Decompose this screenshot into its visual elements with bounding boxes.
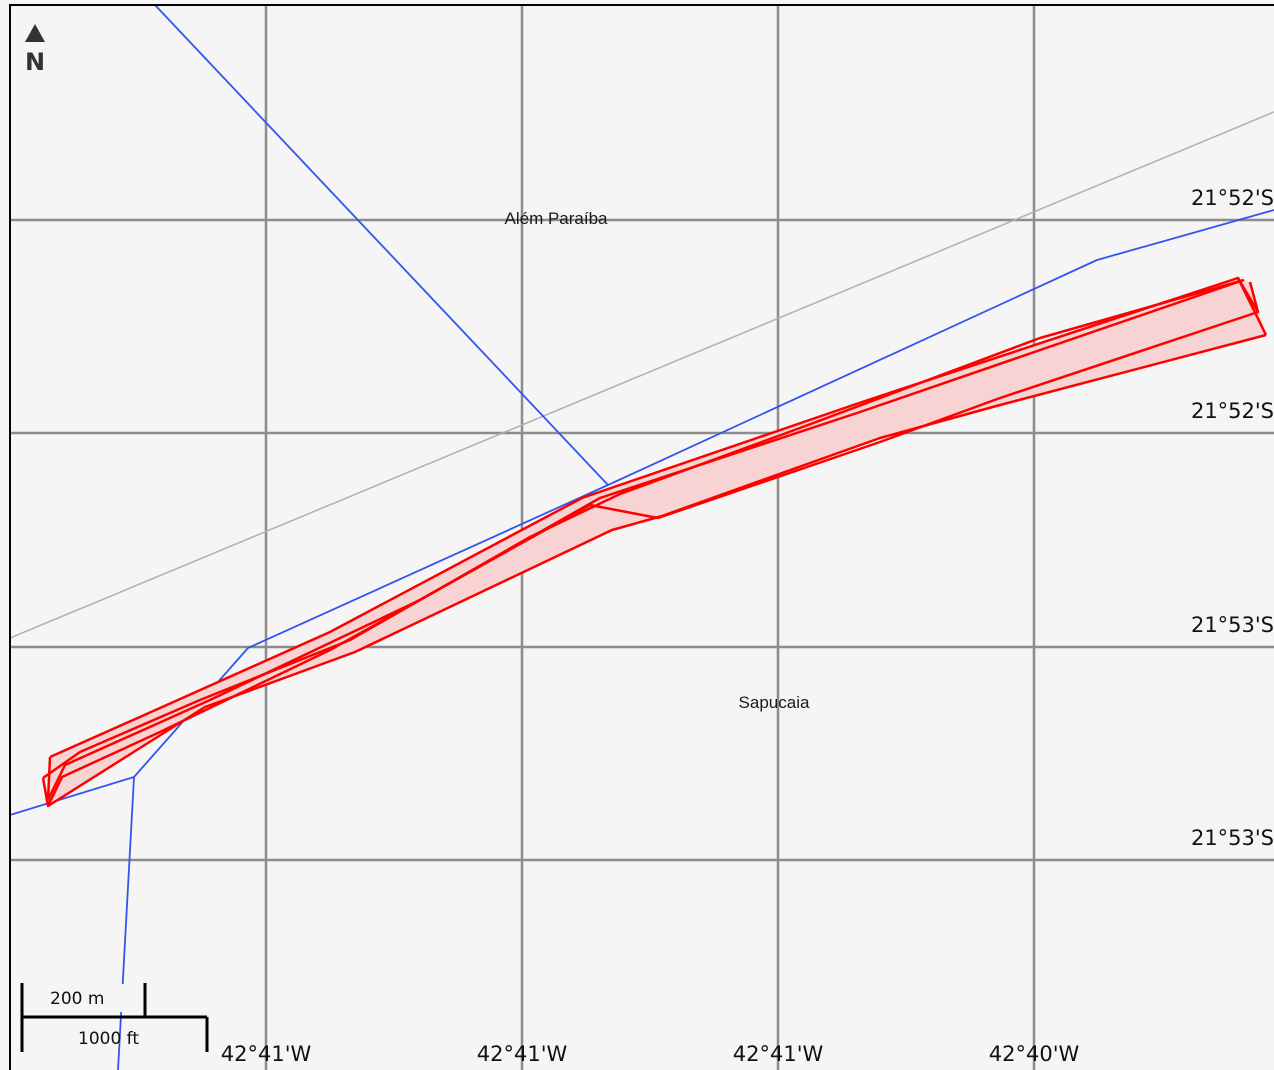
corridor-end-cap xyxy=(1236,277,1260,314)
corridor xyxy=(41,276,1268,808)
north-arrow-triangle xyxy=(25,24,45,42)
place-label-sapucaia: Sapucaia xyxy=(739,693,810,712)
scale-bar: 200 m 1000 ft xyxy=(20,983,209,1052)
roads xyxy=(9,4,1274,1070)
latitude-label: 21°53'S xyxy=(1191,613,1274,637)
latitude-label: 21°52'S xyxy=(1191,186,1274,210)
scale-bar-metric-label: 200 m xyxy=(50,989,104,1009)
latitude-label: 21°53'S xyxy=(1191,826,1274,850)
scale-bar-imperial-label: 1000 ft xyxy=(78,1029,139,1049)
road-south xyxy=(117,776,135,1070)
corridor-area xyxy=(48,278,1266,806)
corridor-track-c xyxy=(46,280,1239,802)
boundary-line xyxy=(9,111,1274,639)
scale-bar-label-background xyxy=(24,984,124,1012)
north-arrow-icon: N xyxy=(25,24,45,76)
north-arrow-letter: N xyxy=(25,48,45,76)
longitude-label: 42°41'W xyxy=(477,1042,568,1066)
road-diagonal xyxy=(154,4,609,486)
road-main xyxy=(9,209,1274,816)
latitude-label: 21°52'S xyxy=(1191,399,1274,423)
place-label-alem-paraiba: Além Paraíba xyxy=(505,209,609,228)
longitude-label: 42°40'W xyxy=(989,1042,1080,1066)
longitude-label: 42°41'W xyxy=(733,1042,824,1066)
longitude-label: 42°41'W xyxy=(221,1042,312,1066)
map-frame xyxy=(9,4,1274,1070)
